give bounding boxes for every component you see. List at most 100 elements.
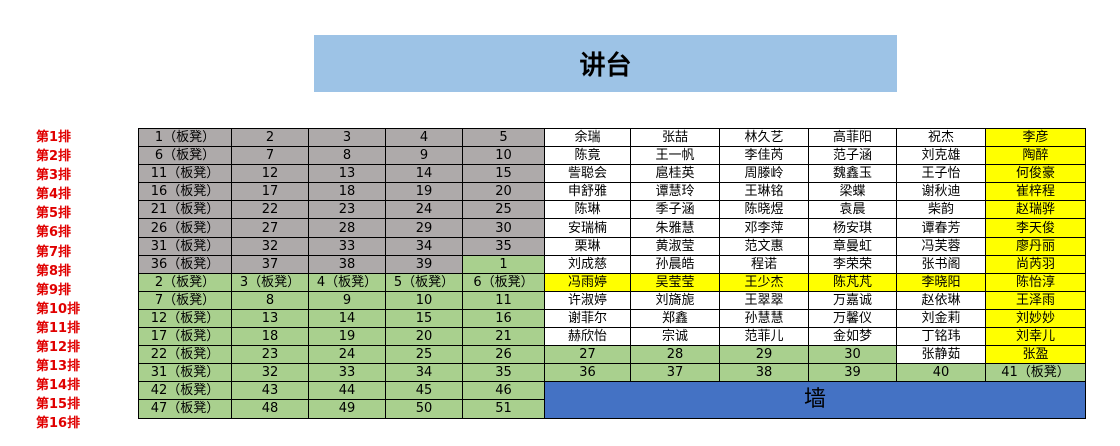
- seat-number-cell[interactable]: 46: [462, 381, 545, 401]
- student-name-cell[interactable]: 林久艺: [719, 127, 809, 148]
- seat-number-cell[interactable]: 9: [385, 146, 463, 166]
- student-name-cell[interactable]: 谢秋迪: [896, 182, 986, 202]
- seat-number-cell[interactable]: 17（板凳）: [138, 327, 232, 347]
- seat-number-cell[interactable]: 7: [231, 146, 309, 166]
- seat-number-cell[interactable]: 26: [462, 345, 545, 365]
- seat-number-cell[interactable]: 31（板凳）: [138, 363, 232, 383]
- seat-number-cell[interactable]: 13: [231, 308, 309, 329]
- seat-number-cell[interactable]: 33: [308, 363, 386, 383]
- student-name-cell[interactable]: 李晓阳: [896, 272, 986, 292]
- student-name-cell[interactable]: 范子涵: [808, 146, 897, 166]
- seat-number-cell[interactable]: 15: [462, 164, 545, 184]
- student-name-cell[interactable]: 万嘉诚: [808, 290, 897, 310]
- student-name-cell[interactable]: 杨安琪: [808, 218, 897, 238]
- student-name-cell[interactable]: 陶醉: [985, 146, 1086, 166]
- seat-number-cell[interactable]: 10: [462, 146, 545, 166]
- student-name-cell[interactable]: 刘幸儿: [985, 327, 1086, 347]
- student-name-cell[interactable]: 周滕岭: [719, 164, 809, 184]
- seat-number-cell[interactable]: 5（板凳）: [385, 272, 463, 292]
- seat-number-cell[interactable]: 43: [231, 381, 309, 401]
- seat-number-cell[interactable]: 1: [462, 254, 545, 274]
- student-name-cell[interactable]: 王泽雨: [985, 290, 1086, 310]
- seat-number-cell[interactable]: 14: [385, 164, 463, 184]
- student-name-cell[interactable]: 陈竟: [544, 146, 631, 166]
- student-name-cell[interactable]: 栗琳: [544, 236, 631, 256]
- student-name-cell[interactable]: 刘成慈: [544, 254, 631, 274]
- student-name-cell[interactable]: 39: [808, 363, 897, 383]
- student-name-cell[interactable]: 陈晓煜: [719, 200, 809, 220]
- seat-number-cell[interactable]: 13: [308, 164, 386, 184]
- student-name-cell[interactable]: 袁晨: [808, 200, 897, 220]
- seat-number-cell[interactable]: 24: [308, 345, 386, 365]
- student-name-cell[interactable]: 高菲阳: [808, 127, 897, 148]
- student-name-cell[interactable]: 赵瑞骅: [985, 200, 1086, 220]
- seat-number-cell[interactable]: 49: [308, 399, 386, 419]
- seat-number-cell[interactable]: 33: [308, 236, 386, 256]
- student-name-cell[interactable]: 李荣荣: [808, 254, 897, 274]
- seat-number-cell[interactable]: 4: [385, 127, 463, 148]
- seat-number-cell[interactable]: 11: [462, 290, 545, 310]
- student-name-cell[interactable]: 黄淑莹: [630, 236, 720, 256]
- seat-number-cell[interactable]: 8: [231, 290, 309, 310]
- seat-number-cell[interactable]: 34: [385, 236, 463, 256]
- seat-number-cell[interactable]: 18: [231, 327, 309, 347]
- seat-number-cell[interactable]: 35: [462, 236, 545, 256]
- student-name-cell[interactable]: 李佳芮: [719, 146, 809, 166]
- student-name-cell[interactable]: 万馨仪: [808, 308, 897, 329]
- seat-number-cell[interactable]: 4（板凳）: [308, 272, 386, 292]
- student-name-cell[interactable]: 刘金莉: [896, 308, 986, 329]
- seat-number-cell[interactable]: 19: [308, 327, 386, 347]
- seat-number-cell[interactable]: 39: [385, 254, 463, 274]
- student-name-cell[interactable]: 冯雨婷: [544, 272, 631, 292]
- student-name-cell[interactable]: 魏鑫玉: [808, 164, 897, 184]
- seat-number-cell[interactable]: 1（板凳）: [138, 127, 232, 148]
- student-name-cell[interactable]: 刘克雄: [896, 146, 986, 166]
- student-name-cell[interactable]: 李彦: [985, 127, 1086, 148]
- student-name-cell[interactable]: 谭慧玲: [630, 182, 720, 202]
- student-name-cell[interactable]: 陈怡淳: [985, 272, 1086, 292]
- student-name-cell[interactable]: 柴韵: [896, 200, 986, 220]
- seat-number-cell[interactable]: 50: [385, 399, 463, 419]
- student-name-cell[interactable]: 尚芮羽: [985, 254, 1086, 274]
- student-name-cell[interactable]: 冯芙蓉: [896, 236, 986, 256]
- seat-number-cell[interactable]: 27: [231, 218, 309, 238]
- student-name-cell[interactable]: 谭春芳: [896, 218, 986, 238]
- student-name-cell[interactable]: 许淑婷: [544, 290, 631, 310]
- student-name-cell[interactable]: 邓李萍: [719, 218, 809, 238]
- student-name-cell[interactable]: 吴莹莹: [630, 272, 720, 292]
- student-name-cell[interactable]: 刘妙妙: [985, 308, 1086, 329]
- seat-number-cell[interactable]: 36（板凳）: [138, 254, 232, 274]
- seat-number-cell[interactable]: 3（板凳）: [231, 272, 309, 292]
- seat-number-cell[interactable]: 8: [308, 146, 386, 166]
- student-name-cell[interactable]: 28: [630, 345, 720, 365]
- seat-number-cell[interactable]: 32: [231, 236, 309, 256]
- student-name-cell[interactable]: 38: [719, 363, 809, 383]
- student-name-cell[interactable]: 李天俊: [985, 218, 1086, 238]
- student-name-cell[interactable]: 崔梓程: [985, 182, 1086, 202]
- student-name-cell[interactable]: 王翠翠: [719, 290, 809, 310]
- student-name-cell[interactable]: 王一帆: [630, 146, 720, 166]
- student-name-cell[interactable]: 29: [719, 345, 809, 365]
- student-name-cell[interactable]: 41（板凳）: [985, 363, 1086, 383]
- seat-number-cell[interactable]: 25: [462, 200, 545, 220]
- student-name-cell[interactable]: 谢菲尔: [544, 308, 631, 329]
- student-name-cell[interactable]: 金如梦: [808, 327, 897, 347]
- seat-number-cell[interactable]: 21（板凳）: [138, 200, 232, 220]
- seat-number-cell[interactable]: 16（板凳）: [138, 182, 232, 202]
- student-name-cell[interactable]: 丁铭玮: [896, 327, 986, 347]
- student-name-cell[interactable]: 安瑞楠: [544, 218, 631, 238]
- seat-number-cell[interactable]: 51: [462, 399, 545, 419]
- student-name-cell[interactable]: 36: [544, 363, 631, 383]
- seat-number-cell[interactable]: 5: [462, 127, 545, 148]
- seat-number-cell[interactable]: 20: [385, 327, 463, 347]
- seat-number-cell[interactable]: 34: [385, 363, 463, 383]
- seat-number-cell[interactable]: 29: [385, 218, 463, 238]
- seat-number-cell[interactable]: 9: [308, 290, 386, 310]
- seat-number-cell[interactable]: 2（板凳）: [138, 272, 232, 292]
- student-name-cell[interactable]: 季子涵: [630, 200, 720, 220]
- seat-number-cell[interactable]: 48: [231, 399, 309, 419]
- seat-number-cell[interactable]: 18: [308, 182, 386, 202]
- student-name-cell[interactable]: 祝杰: [896, 127, 986, 148]
- student-name-cell[interactable]: 赵依琳: [896, 290, 986, 310]
- student-name-cell[interactable]: 刘旖旎: [630, 290, 720, 310]
